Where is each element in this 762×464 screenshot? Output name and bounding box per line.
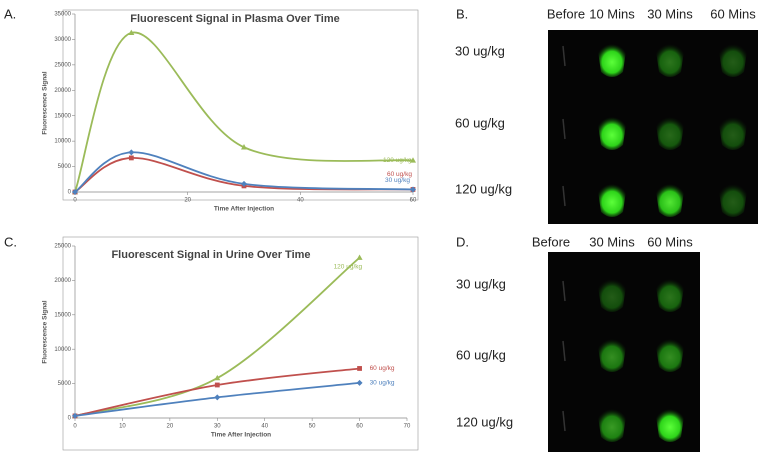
row-label: 60 ug/kg	[456, 347, 506, 362]
tube	[597, 339, 627, 372]
tube	[597, 44, 627, 77]
column-header: Before	[532, 234, 570, 249]
y-axis-label: Fluorescence Signal	[42, 300, 49, 363]
marker	[214, 382, 220, 388]
marker	[410, 186, 416, 193]
tube	[655, 279, 685, 312]
tube	[562, 45, 566, 67]
x-axis-label: Time After Injection	[211, 432, 271, 439]
x-tick-label: 40	[297, 198, 304, 204]
tube	[655, 117, 685, 150]
series-label: 120 ug/kg	[334, 263, 363, 270]
x-tick-label: 50	[309, 424, 316, 430]
marker	[241, 144, 247, 150]
tube	[718, 117, 748, 150]
column-header: Before	[547, 6, 585, 21]
marker	[357, 366, 362, 371]
y-tick-label: 35000	[54, 12, 71, 18]
tube	[597, 409, 627, 442]
y-tick-label: 30000	[54, 37, 71, 43]
row-label: 120 ug/kg	[456, 414, 513, 429]
series-line	[74, 151, 414, 193]
series-label: 60 ug/kg	[370, 365, 395, 372]
panel-label: A.	[4, 6, 16, 21]
tube	[597, 279, 627, 312]
column-header: 30 Mins	[647, 6, 693, 21]
panel-label: D.	[456, 234, 469, 249]
tube	[562, 280, 566, 302]
tube	[655, 184, 685, 217]
marker	[72, 412, 78, 419]
marker	[72, 189, 78, 195]
series-label: 30 ug/kg	[385, 177, 410, 184]
x-tick-label: 20	[167, 424, 174, 430]
tube	[562, 410, 566, 432]
x-tick-label: 60	[356, 424, 363, 430]
series-label: 60 ug/kg	[387, 171, 412, 178]
y-tick-label: 0	[68, 190, 72, 196]
marker	[214, 394, 221, 401]
x-tick-label: 20	[184, 198, 191, 204]
y-tick-label: 25000	[54, 244, 71, 250]
row-label: 30 ug/kg	[455, 43, 505, 58]
y-tick-label: 5000	[58, 164, 72, 170]
chart-frame	[62, 236, 419, 451]
tube	[562, 340, 566, 362]
y-tick-label: 15000	[54, 312, 71, 318]
x-tick-label: 60	[410, 198, 417, 204]
marker	[410, 157, 416, 163]
y-tick-label: 10000	[54, 139, 71, 145]
row-label: 60 ug/kg	[455, 115, 505, 130]
column-header: 30 Mins	[589, 234, 635, 249]
y-tick-label: 25000	[54, 62, 71, 68]
row-label: 120 ug/kg	[455, 181, 512, 196]
chart-frame	[62, 9, 419, 201]
chart-title: Fluorescent Signal in Urine Over Time	[111, 249, 310, 261]
marker	[356, 379, 363, 386]
x-tick-label: 40	[261, 424, 268, 430]
marker	[241, 180, 247, 187]
y-tick-label: 15000	[54, 113, 71, 119]
x-tick-label: 0	[73, 424, 77, 430]
column-header: 60 Mins	[647, 234, 693, 249]
row-label: 30 ug/kg	[456, 276, 506, 291]
series-label: 30 ug/kg	[370, 380, 395, 387]
y-tick-label: 20000	[54, 88, 71, 94]
marker	[128, 155, 134, 161]
tube	[655, 44, 685, 77]
column-header: 60 Mins	[710, 6, 756, 21]
y-tick-label: 0	[68, 416, 72, 422]
tube	[597, 184, 627, 217]
marker	[128, 29, 135, 36]
panel-label: B.	[456, 6, 468, 21]
series-label: 120 ug/kg	[383, 157, 412, 164]
chart-title: Fluorescent Signal in Plasma Over Time	[130, 13, 339, 25]
marker	[128, 149, 135, 156]
x-tick-label: 30	[214, 424, 221, 430]
tube	[562, 118, 566, 140]
x-axis-label: Time After Injection	[214, 206, 274, 213]
marker	[214, 374, 221, 381]
x-tick-label: 70	[404, 424, 411, 430]
y-tick-label: 20000	[54, 278, 71, 284]
tube	[655, 409, 685, 442]
column-header: 10 Mins	[589, 6, 635, 21]
tube	[718, 184, 748, 217]
y-tick-label: 10000	[54, 347, 71, 353]
y-axis-label: Fluorescence Signal	[42, 71, 49, 134]
series-line	[74, 31, 414, 193]
tube	[562, 185, 566, 207]
marker	[356, 254, 363, 260]
panel-label: C.	[4, 234, 17, 249]
x-tick-label: 10	[119, 424, 126, 430]
tube	[597, 117, 627, 150]
tube	[718, 44, 748, 77]
tube	[655, 339, 685, 372]
y-tick-label: 5000	[58, 381, 72, 387]
x-tick-label: 0	[73, 198, 77, 204]
